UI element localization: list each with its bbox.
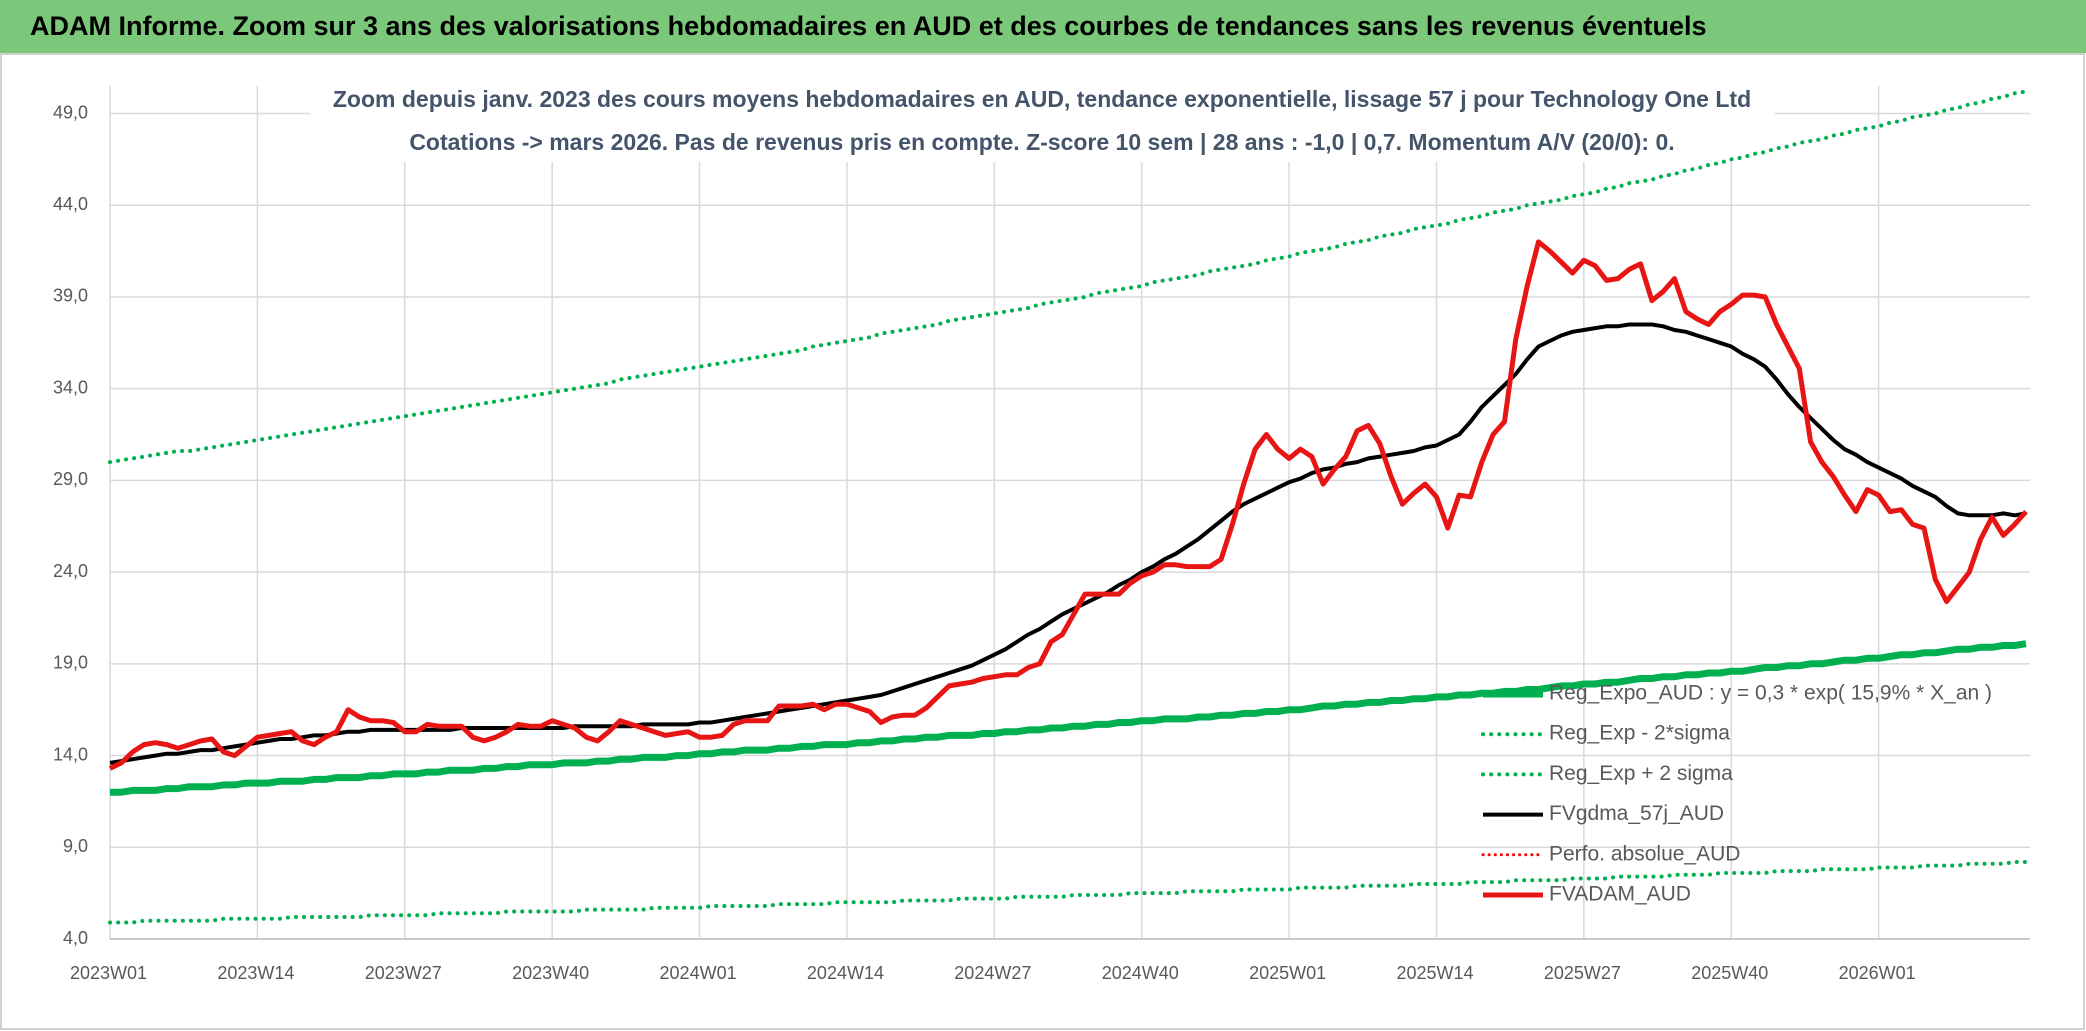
series-line bbox=[108, 860, 2028, 925]
y-tick-label: 24,0 bbox=[53, 561, 88, 581]
x-tick-label: 2023W01 bbox=[70, 963, 147, 983]
y-tick-label: 29,0 bbox=[53, 469, 88, 489]
subtitle: Zoom depuis janv. 2023 des cours moyens … bbox=[333, 86, 1751, 112]
x-tick-label: 2025W27 bbox=[1544, 963, 1621, 983]
series-line bbox=[108, 239, 2028, 771]
legend-label: Perfo. absolue_AUD bbox=[1549, 842, 1740, 865]
x-tick-label: 2025W14 bbox=[1396, 963, 1473, 983]
x-tick-label: 2024W01 bbox=[660, 963, 737, 983]
y-tick-label: 14,0 bbox=[53, 744, 88, 764]
series bbox=[108, 89, 2028, 925]
y-tick-label: 19,0 bbox=[53, 653, 88, 673]
x-tick-label: 2025W40 bbox=[1691, 963, 1768, 983]
x-tick-label: 2023W40 bbox=[512, 963, 589, 983]
y-tick-label: 9,0 bbox=[63, 836, 88, 856]
legend-label: Reg_Exp - 2*sigma bbox=[1549, 722, 1730, 745]
y-tick-label: 44,0 bbox=[53, 194, 88, 214]
chart-frame bbox=[0, 53, 2085, 1030]
y-tick-label: 34,0 bbox=[53, 377, 88, 397]
x-tick-label: 2024W40 bbox=[1102, 963, 1179, 983]
x-tick-label: 2024W14 bbox=[807, 963, 884, 983]
series-line bbox=[109, 322, 2027, 765]
legend: Reg_Expo_AUD : y = 0,3 * exp( 15,9% * X_… bbox=[1481, 682, 1992, 906]
grid: 4,0 9,0 14,0 19,0 24,0 29,0 34,0 39,0 44,0 49,0 20… bbox=[53, 86, 2030, 983]
series-line bbox=[110, 640, 2027, 796]
x-tick-label: 2023W27 bbox=[365, 963, 442, 983]
y-tick-label: 39,0 bbox=[53, 286, 88, 306]
x-tick-label: 2024W27 bbox=[954, 963, 1031, 983]
legend-label: Reg_Exp + 2 sigma bbox=[1549, 762, 1733, 785]
legend-label: FVgdma_57j_AUD bbox=[1549, 802, 1724, 825]
header-bar bbox=[0, 0, 2086, 53]
page-title: ADAM Informe. Zoom sur 3 ans des valoris… bbox=[30, 11, 1707, 41]
subtitle-bg bbox=[310, 82, 1775, 162]
legend-label: Reg_Expo_AUD : y = 0,3 * exp( 15,9% * X_… bbox=[1549, 682, 1992, 705]
subtitle: Cotations -> mars 2026. Pas de revenus p… bbox=[409, 129, 1674, 155]
series-line bbox=[108, 89, 2028, 465]
y-tick-label: 49,0 bbox=[53, 102, 88, 122]
x-tick-label: 2025W01 bbox=[1249, 963, 1326, 983]
legend-label: FVADAM_AUD bbox=[1549, 883, 1691, 906]
x-tick-label: 2026W01 bbox=[1839, 963, 1916, 983]
x-tick-label: 2023W14 bbox=[217, 963, 294, 983]
y-tick-label: 4,0 bbox=[63, 928, 88, 948]
